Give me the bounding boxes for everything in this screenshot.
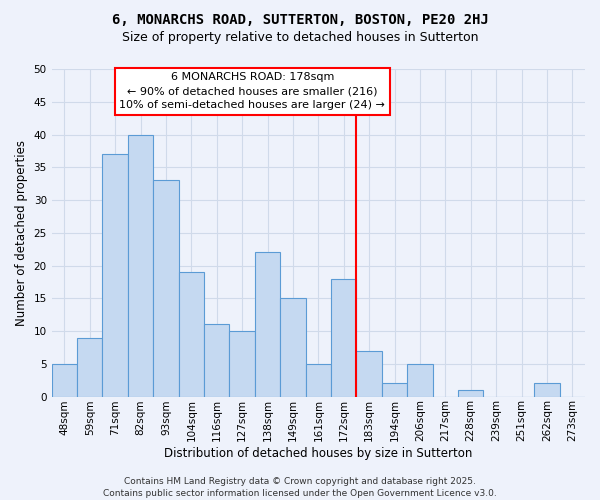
X-axis label: Distribution of detached houses by size in Sutterton: Distribution of detached houses by size …: [164, 447, 473, 460]
Bar: [305, 364, 331, 396]
Text: Contains HM Land Registry data © Crown copyright and database right 2025.
Contai: Contains HM Land Registry data © Crown c…: [103, 476, 497, 498]
Bar: [458, 390, 484, 396]
Bar: [103, 154, 128, 396]
Bar: [77, 338, 103, 396]
Bar: [153, 180, 179, 396]
Bar: [255, 252, 280, 396]
Bar: [128, 134, 153, 396]
Bar: [280, 298, 305, 396]
Y-axis label: Number of detached properties: Number of detached properties: [15, 140, 28, 326]
Bar: [356, 350, 382, 397]
Bar: [534, 384, 560, 396]
Text: 6 MONARCHS ROAD: 178sqm
← 90% of detached houses are smaller (216)
10% of semi-d: 6 MONARCHS ROAD: 178sqm ← 90% of detache…: [119, 72, 385, 110]
Bar: [229, 331, 255, 396]
Bar: [179, 272, 204, 396]
Bar: [382, 384, 407, 396]
Bar: [407, 364, 433, 396]
Text: 6, MONARCHS ROAD, SUTTERTON, BOSTON, PE20 2HJ: 6, MONARCHS ROAD, SUTTERTON, BOSTON, PE2…: [112, 12, 488, 26]
Bar: [331, 278, 356, 396]
Text: Size of property relative to detached houses in Sutterton: Size of property relative to detached ho…: [122, 31, 478, 44]
Bar: [52, 364, 77, 396]
Bar: [204, 324, 229, 396]
